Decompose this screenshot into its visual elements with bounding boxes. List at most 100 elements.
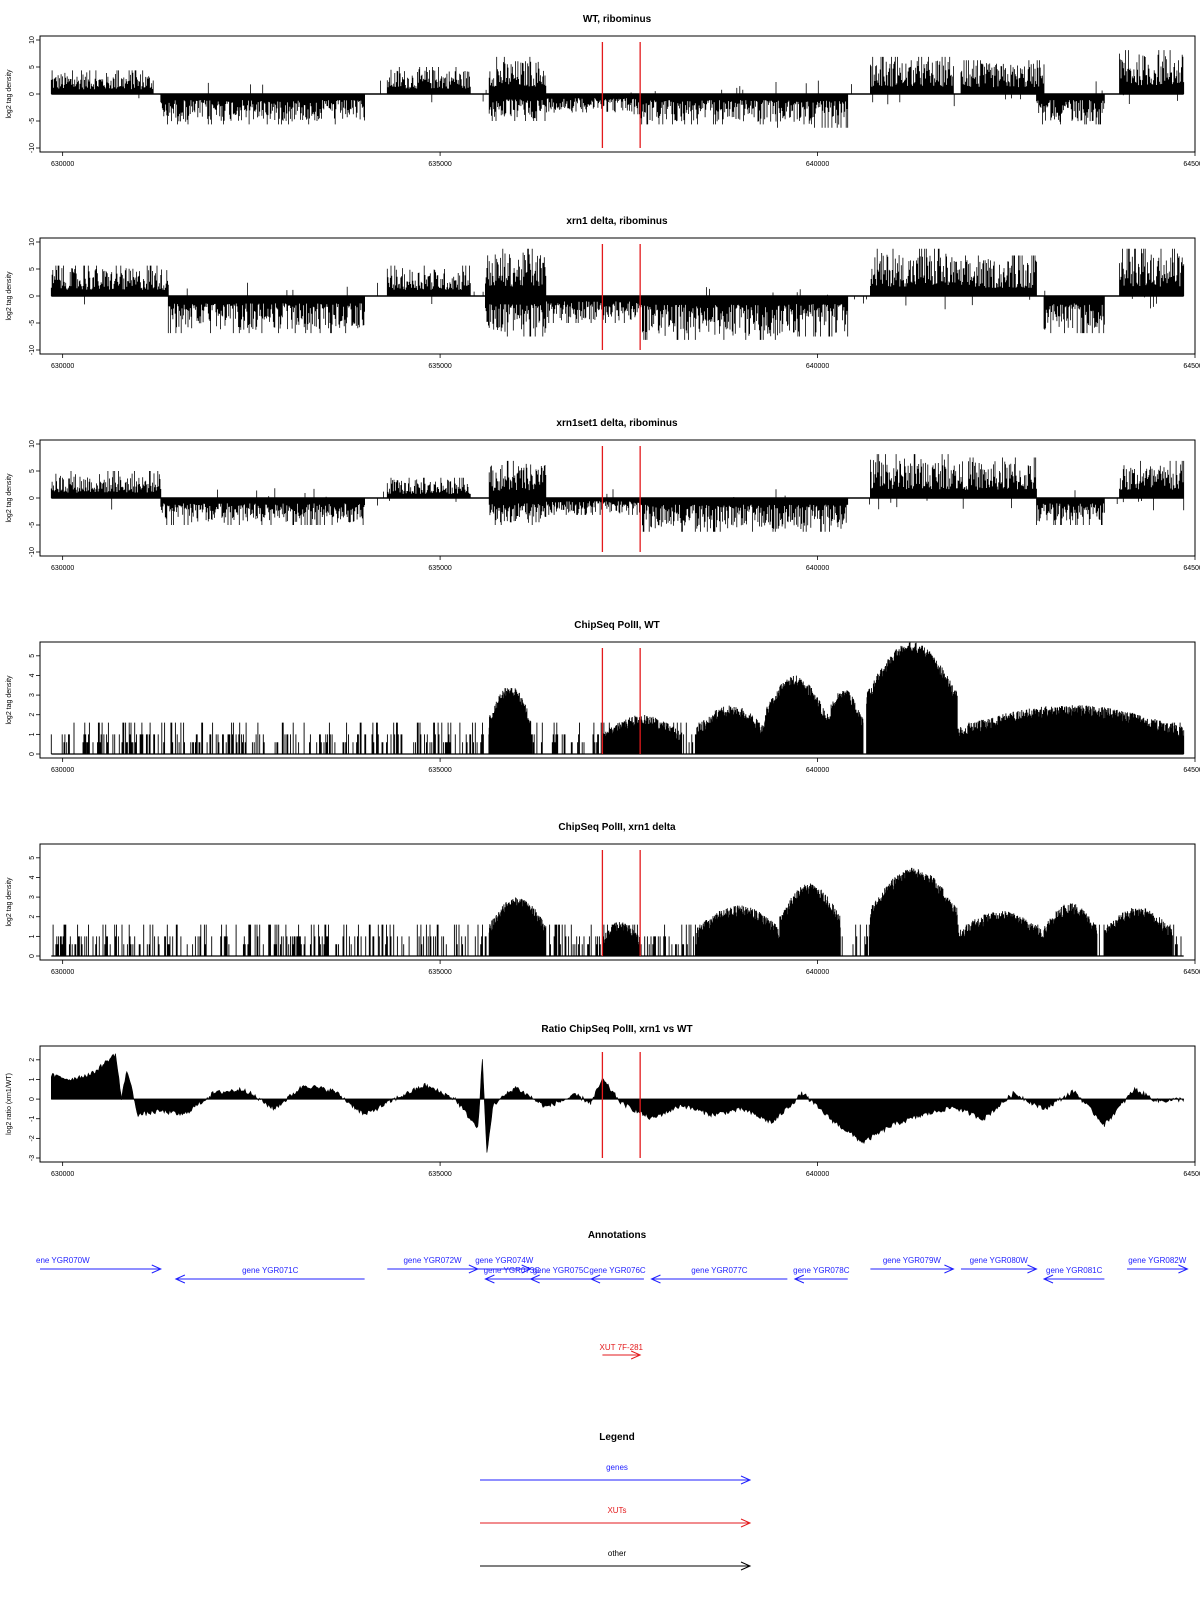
- y-axis: -10 -5 0 5 10: [29, 238, 41, 355]
- y-tick-label: 5: [29, 856, 36, 860]
- y-tick-label: 2: [29, 915, 36, 919]
- legend-item-other: other: [480, 1549, 752, 1571]
- y-tick-label: -1: [29, 1116, 36, 1122]
- gene-label: gene YGR081C: [1046, 1266, 1103, 1275]
- signal-bars: [52, 867, 1182, 956]
- arrow-head: [174, 1274, 186, 1284]
- y-tick-label: 5: [29, 267, 36, 271]
- x-tick-label: 635000: [428, 1171, 451, 1178]
- y-tick-label: 0: [29, 752, 36, 756]
- chart-panel-1: WT, ribominus log2 tag density -10 -5 0 5 10 63…: [6, 14, 1200, 168]
- x-axis: 630000 635000 640000 645000: [51, 556, 1200, 572]
- arrow-head: [630, 1350, 642, 1360]
- x-tick-label: 640000: [806, 161, 829, 168]
- data-marks: [50, 50, 1185, 128]
- gene-label: gene YGR078C: [793, 1266, 850, 1275]
- y-tick-label: 5: [29, 65, 36, 69]
- gene-arrow: gene YGR076C: [589, 1266, 646, 1284]
- chart-title: Ratio ChipSeq PolII, xrn1 vs WT: [541, 1024, 692, 1035]
- gene-label: gene YGR077C: [691, 1266, 748, 1275]
- y-tick-label: 10: [29, 238, 36, 246]
- y-tick-label: 0: [29, 954, 36, 958]
- x-tick-label: 640000: [806, 1171, 829, 1178]
- y-tick-label: 5: [29, 654, 36, 658]
- gene-arrow: gene YGR078C: [793, 1266, 850, 1284]
- legend-label: genes: [606, 1463, 628, 1472]
- data-marks: [50, 454, 1185, 532]
- gene-label: gene YGR072W: [403, 1256, 462, 1265]
- y-tick-label: 10: [29, 36, 36, 44]
- chart-panel-3: xrn1set1 delta, ribominus log2 tag densit…: [6, 418, 1200, 572]
- x-tick-label: 645000: [1183, 565, 1200, 572]
- y-tick-label: -10: [29, 345, 36, 355]
- chart-panel-5: ChipSeq PolII, xrn1 delta log2 tag densit…: [6, 822, 1200, 976]
- plot-frame: [39, 1045, 1196, 1163]
- gene-label: gene YGR074W: [475, 1256, 534, 1265]
- y-axis-label: log2 tag density: [6, 877, 13, 927]
- y-tick-label: -10: [29, 143, 36, 153]
- arrow-head: [740, 1475, 752, 1485]
- x-tick-label: 635000: [428, 161, 451, 168]
- arrow-head: [740, 1518, 752, 1528]
- annotations-title: Annotations: [588, 1230, 647, 1241]
- x-tick-label: 635000: [428, 767, 451, 774]
- gene-label: gene YGR076C: [589, 1266, 646, 1275]
- chart-title: WT, ribominus: [583, 14, 652, 25]
- y-tick-label: 1: [29, 732, 36, 736]
- chart-panel-2: xrn1 delta, ribominus log2 tag density -10…: [6, 216, 1200, 370]
- gene-arrow: ene YGR070W: [36, 1256, 163, 1274]
- y-tick-label: 0: [29, 294, 36, 298]
- x-tick-label: 645000: [1183, 969, 1200, 976]
- y-axis-label: log2 tag density: [6, 473, 13, 523]
- arrow-head: [484, 1274, 495, 1284]
- annotations-panel: Annotations ene YGR070W gene YGR071C gene …: [36, 1230, 1189, 1360]
- y-tick-label: 0: [29, 92, 36, 96]
- y-tick-label: 4: [29, 875, 36, 879]
- legend-title: Legend: [599, 1432, 635, 1443]
- gene-arrow: gene YGR074W: [475, 1256, 534, 1274]
- y-tick-label: 4: [29, 673, 36, 677]
- y-tick-label: 2: [29, 1058, 36, 1062]
- y-tick-label: 3: [29, 693, 36, 697]
- y-axis: 0 1 2 3 4 5: [29, 848, 41, 958]
- data-marks: [51, 1053, 1185, 1153]
- arrow-head: [521, 1264, 532, 1274]
- signal-bars: [50, 248, 1185, 340]
- y-tick-label: -2: [29, 1135, 36, 1141]
- y-tick-label: -10: [29, 547, 36, 557]
- x-tick-label: 630000: [51, 1171, 74, 1178]
- arrow-head: [740, 1561, 752, 1571]
- y-tick-label: 5: [29, 469, 36, 473]
- x-axis: 630000 635000 640000 645000: [51, 960, 1200, 976]
- x-tick-label: 645000: [1183, 363, 1200, 370]
- legend-label: other: [608, 1549, 627, 1558]
- x-tick-label: 640000: [806, 565, 829, 572]
- x-axis: 630000 635000 640000 645000: [51, 1162, 1200, 1178]
- arrow-head: [793, 1274, 805, 1284]
- y-axis-label: log2 ratio (xrn1/WT): [6, 1073, 13, 1135]
- y-axis: 0 1 2 3 4 5: [29, 646, 41, 756]
- signal-bars: [50, 642, 1185, 754]
- legend-label: XUTs: [607, 1506, 626, 1515]
- gene-arrow: gene YGR082W: [1127, 1256, 1189, 1274]
- arrow-head: [1042, 1274, 1054, 1284]
- y-axis-label: log2 tag density: [6, 271, 13, 321]
- chart-panel-6: Ratio ChipSeq PolII, xrn1 vs WT log2 rati…: [6, 1024, 1200, 1178]
- gene-arrow: gene YGR071C: [174, 1266, 365, 1284]
- chart-title: ChipSeq PolII, WT: [574, 620, 660, 631]
- arrow-head: [468, 1264, 480, 1274]
- gene-label: gene YGR080W: [970, 1256, 1029, 1265]
- x-tick-label: 645000: [1183, 1171, 1200, 1178]
- x-tick-label: 630000: [51, 363, 74, 370]
- x-tick-label: 630000: [51, 767, 74, 774]
- y-axis: -3 -2 -1 0 1 2: [29, 1050, 41, 1161]
- gene-label: gene YGR079W: [883, 1256, 942, 1265]
- gene-label: gene YGR082W: [1128, 1256, 1187, 1265]
- y-tick-label: 2: [29, 713, 36, 717]
- arrow-head: [151, 1264, 163, 1274]
- y-tick-label: 0: [29, 496, 36, 500]
- data-marks: [50, 642, 1185, 755]
- x-tick-label: 630000: [51, 565, 74, 572]
- arrow-head: [650, 1274, 661, 1284]
